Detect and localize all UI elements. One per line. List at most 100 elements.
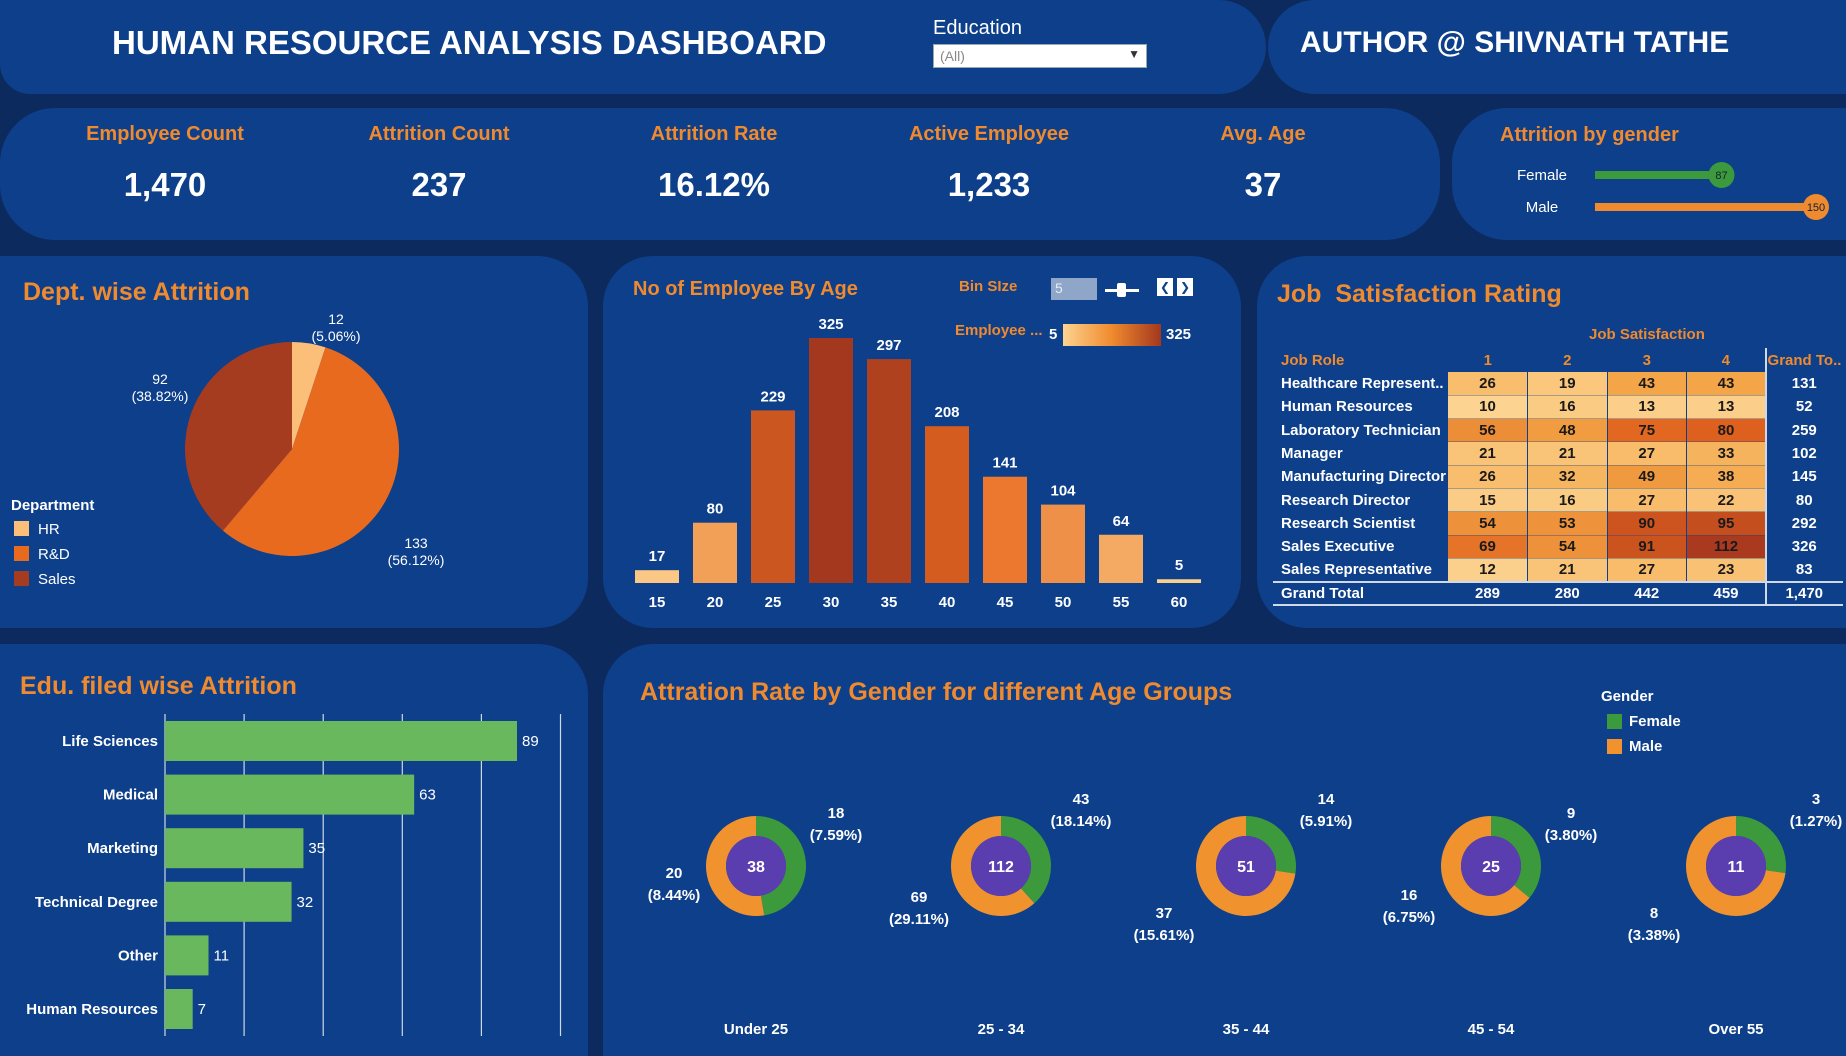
dept-chart-title: Dept. wise Attrition bbox=[23, 278, 250, 306]
age-bar-value-label: 80 bbox=[707, 501, 724, 518]
table-row: Healthcare Represent.. 26 19 43 43 131 bbox=[1273, 372, 1843, 396]
table-row: Manager 21 21 27 33 102 bbox=[1273, 441, 1843, 466]
table-row: Sales Representative 12 21 27 23 83 bbox=[1273, 558, 1843, 583]
bin-size-value: 5 bbox=[1055, 280, 1063, 296]
table-cell: 48 bbox=[1527, 418, 1608, 443]
gender-legend-title: Gender bbox=[1601, 688, 1654, 705]
age-tick-label: 20 bbox=[707, 594, 724, 611]
legend-label-male: Male bbox=[1629, 738, 1663, 755]
job-satisfaction-group-header: Job Satisfaction bbox=[1589, 326, 1705, 343]
kpi-value: 237 bbox=[411, 166, 467, 203]
table-cell: 19 bbox=[1527, 372, 1608, 396]
donut-slice-female bbox=[756, 816, 806, 916]
donut-slice-male bbox=[1441, 816, 1530, 916]
gender-category-label: Female bbox=[1517, 167, 1567, 184]
edu-attrition-panel: Edu. filed wise Attrition Life Sciences 8… bbox=[0, 644, 588, 1056]
donut-female-pct-label: (7.59%) bbox=[810, 827, 863, 844]
donut-total-label: 51 bbox=[1237, 859, 1255, 876]
edu-bar bbox=[165, 828, 304, 869]
table-row: Laboratory Technician 56 48 75 80 259 bbox=[1273, 418, 1843, 443]
table-column-header: 3 bbox=[1642, 351, 1651, 369]
table-grand-total-cell: 280 bbox=[1527, 580, 1608, 606]
age-bar-chart: 17 15 80 20 229 25 325 30 297 35 208 40 141 45 104 50 64… bbox=[635, 316, 1201, 611]
table-cell: 33 bbox=[1686, 441, 1767, 466]
age-tick-label: 50 bbox=[1055, 594, 1072, 611]
age-group-gender-panel: Attration Rate by Gender for different A… bbox=[603, 644, 1846, 1056]
edu-bar bbox=[165, 989, 193, 1029]
table-grand-total-label: Grand Total bbox=[1273, 580, 1448, 606]
table-row-label: Research Scientist bbox=[1281, 514, 1416, 532]
table-cell: 43 bbox=[1686, 372, 1767, 396]
education-filter-value: (All) bbox=[940, 48, 965, 64]
edu-category-label: Other bbox=[118, 947, 158, 964]
bin-size-slider[interactable] bbox=[1105, 283, 1139, 297]
table-row-total: 145 bbox=[1765, 465, 1843, 489]
table-header-row: Job Role 1 2 3 4 Grand To.. bbox=[1273, 348, 1842, 372]
kpi-label: Active Employee bbox=[908, 123, 1070, 145]
kpi-label: Avg. Age bbox=[1220, 123, 1306, 145]
table-cell: 53 bbox=[1527, 511, 1608, 536]
bin-size-input[interactable]: 5 bbox=[1051, 278, 1097, 300]
kpi-label: Employee Count bbox=[86, 123, 244, 145]
donut-slice-female bbox=[1246, 816, 1296, 874]
donut-total-label: 11 bbox=[1728, 859, 1745, 876]
table-cell: 95 bbox=[1686, 511, 1767, 536]
table-cell: 13 bbox=[1607, 395, 1687, 420]
bin-size-label: Bin SIze bbox=[959, 278, 1018, 295]
table-cell: 27 bbox=[1607, 488, 1687, 513]
table-cell: 112 bbox=[1686, 535, 1767, 559]
donut-total-label: 112 bbox=[988, 859, 1014, 876]
table-cell: 16 bbox=[1527, 395, 1608, 420]
edu-bar-value-label: 7 bbox=[198, 1001, 206, 1018]
kpi-label: Attrition Rate bbox=[650, 123, 778, 145]
pie-percent-label: (56.12%) bbox=[388, 552, 445, 568]
kpi-value: 1,470 bbox=[123, 166, 207, 203]
age-group-label: 25 - 34 bbox=[978, 1021, 1025, 1038]
gender-bar-end-marker bbox=[1803, 194, 1829, 220]
table-cell: 23 bbox=[1686, 558, 1767, 583]
color-legend-max: 325 bbox=[1166, 326, 1192, 343]
table-cell: 91 bbox=[1607, 535, 1687, 559]
color-legend-min: 5 bbox=[1049, 326, 1058, 343]
table-cell: 49 bbox=[1607, 465, 1687, 489]
age-bar bbox=[867, 359, 911, 583]
table-row: Human Resources 10 16 13 13 52 bbox=[1273, 395, 1843, 420]
age-bar bbox=[809, 338, 853, 583]
table-row-total: 131 bbox=[1765, 372, 1843, 396]
table-cell: 15 bbox=[1448, 488, 1528, 513]
author-label: AUTHOR @ SHIVNATH TATHE bbox=[1300, 26, 1730, 59]
donut-slice-female bbox=[1491, 816, 1541, 898]
gender-bar bbox=[1595, 171, 1726, 179]
previous-arrow-button[interactable]: ❮ bbox=[1157, 278, 1173, 296]
table-cell: 27 bbox=[1607, 441, 1687, 466]
kpi-value: 37 bbox=[1244, 166, 1282, 203]
education-filter-dropdown[interactable]: (All) ▼ bbox=[933, 44, 1147, 68]
dept-legend-title: Department bbox=[11, 497, 94, 514]
age-tick-label: 60 bbox=[1171, 594, 1188, 611]
table-column-header: 2 bbox=[1563, 351, 1572, 369]
age-tick-label: 40 bbox=[939, 594, 956, 611]
edu-category-label: Technical Degree bbox=[35, 894, 158, 911]
edu-bar-value-label: 35 bbox=[308, 840, 325, 857]
age-bar bbox=[1099, 534, 1143, 583]
edu-bar-value-label: 89 bbox=[522, 733, 539, 750]
job-satisfaction-panel: Job Satisfaction Rating Job Satisfaction… bbox=[1257, 256, 1846, 628]
table-row-label: Manufacturing Director bbox=[1281, 468, 1447, 486]
edu-bar bbox=[165, 935, 209, 976]
gender-category-label: Male bbox=[1526, 199, 1559, 216]
table-cell: 56 bbox=[1448, 418, 1528, 443]
age-bar-value-label: 5 bbox=[1175, 557, 1183, 574]
donut-male-pct-label: (3.38%) bbox=[1628, 927, 1681, 944]
pie-slice-rd bbox=[222, 347, 399, 556]
age-group-label: Under 25 bbox=[724, 1021, 788, 1038]
legend-label: Sales bbox=[38, 571, 76, 588]
legend-swatch-male bbox=[1607, 739, 1622, 754]
next-arrow-button[interactable]: ❯ bbox=[1177, 278, 1193, 296]
age-bar bbox=[635, 570, 679, 583]
table-cell: 43 bbox=[1607, 372, 1687, 396]
age-bar bbox=[751, 410, 795, 583]
table-row-label: Sales Executive bbox=[1281, 538, 1395, 556]
age-distribution-panel: No of Employee By Age Bin SIze 5 ❮ ❯ Emp… bbox=[603, 256, 1241, 628]
table-cell: 75 bbox=[1607, 418, 1687, 443]
gender-bar-chart: Female 87 Male 150 bbox=[1517, 162, 1829, 220]
